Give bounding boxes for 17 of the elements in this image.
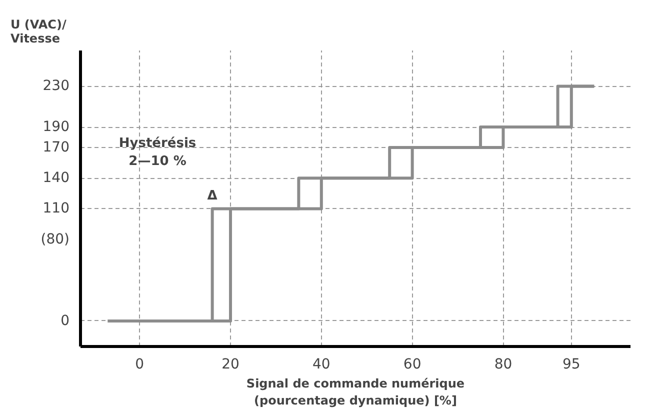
x-tick-label: 40 <box>312 356 330 372</box>
x-tick-label: 80 <box>494 356 512 372</box>
y-tick-label: 230 <box>42 78 70 94</box>
annotation: Δ <box>207 188 218 204</box>
x-tick-label: 0 <box>135 356 144 372</box>
x-tick-label: 95 <box>562 356 580 372</box>
y-axis-title: U (VAC)/ Vitesse <box>10 18 67 46</box>
y-tick-label: 140 <box>42 170 70 186</box>
y-tick-label: 170 <box>42 139 70 156</box>
x-tick-label: 60 <box>403 356 422 372</box>
annotation: Hystérésis 2—10 % <box>118 136 196 169</box>
x-tick-label: 20 <box>222 356 240 372</box>
y-tick-label: 190 <box>42 119 70 136</box>
y-tick-label: (80) <box>40 231 70 248</box>
y-tick-label: 0 <box>60 312 70 329</box>
y-tick-label: 110 <box>42 200 70 217</box>
x-axis-title: Signal de commande numérique (pourcentage dynamique) [%] <box>246 376 465 408</box>
